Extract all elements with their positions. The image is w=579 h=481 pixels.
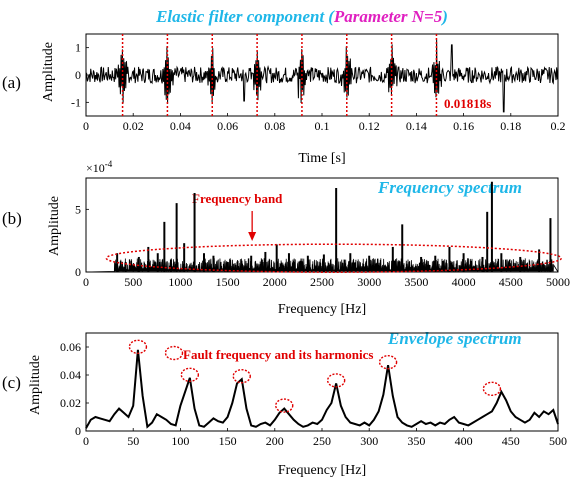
frequency-band-ellipse [105, 243, 563, 273]
b-spectrum-line [85, 258, 559, 273]
harmonic-marker [180, 367, 200, 382]
panel-c: (c) Amplitude Frequency [Hz] Envelope sp… [2, 329, 567, 478]
c-xtick-label: 50 [127, 434, 139, 448]
b-xtick-label: 2500 [310, 275, 334, 289]
a-xtick-label: 0.16 [453, 119, 474, 133]
harmonic-marker [232, 369, 251, 384]
a-ytick-label: 0 [75, 68, 81, 82]
a-xtick-label: 0.12 [359, 119, 380, 133]
b-ytick-label: 0 [75, 265, 81, 279]
panel-b: (b) Amplitude Frequency [Hz] Frequency s… [2, 159, 570, 317]
harmonic-marker [326, 373, 346, 388]
b-xtick-label: 4500 [499, 275, 523, 289]
c-xtick-label: 0 [83, 434, 89, 448]
panel-a-ylabel: Amplitude [41, 42, 56, 102]
frequency-band-annotation: Frequency band [192, 191, 283, 206]
legend-marker [164, 345, 184, 361]
c-xtick-label: 250 [313, 434, 331, 448]
b-xtick-label: 4000 [452, 275, 476, 289]
panel-a-plot: 0 0.02 0.04 0.06 0.08 0.1 0.12 0.14 0.16 0.18 0.2 -… [71, 33, 566, 133]
a-ytick-label: -1 [71, 95, 81, 109]
panel-b-xlabel: Frequency [Hz] [278, 302, 366, 317]
a-xtick-label: 0.06 [217, 119, 238, 133]
a-xtick-label: 0.02 [123, 119, 144, 133]
c-xtick-label: 150 [219, 434, 237, 448]
c-xtick-label: 300 [360, 434, 378, 448]
c-xtick-label: 100 [171, 434, 189, 448]
y-multiplier-exp: -4 [105, 159, 113, 169]
c-xtick-label: 350 [407, 434, 425, 448]
b-xtick-label: 1500 [216, 275, 240, 289]
envelope-line [85, 349, 559, 429]
b-xtick-label: 3000 [357, 275, 381, 289]
c-ytick-label: 0.04 [60, 368, 81, 382]
harmonic-marker [275, 398, 294, 413]
band-arrow-head [248, 232, 257, 241]
c-xtick-label: 500 [549, 434, 567, 448]
a-xtick-label: 0.18 [500, 119, 521, 133]
fault-frequency-annotation: Fault frequency and its harmonics [183, 347, 373, 362]
a-xtick-label: 0.1 [315, 119, 330, 133]
b-xtick-label: 1000 [168, 275, 192, 289]
panel-a: (a) Amplitude Time [s] Elastic filter co… [2, 7, 566, 166]
panel-a-title-close: ) [440, 7, 448, 26]
panel-a-title: Elastic filter component (Parameter N=5) [155, 7, 448, 26]
c-xtick-label: 200 [266, 434, 284, 448]
c-ytick-label: 0.02 [60, 396, 81, 410]
c-ytick-label: 0.06 [60, 340, 81, 354]
a-xtick-label: 0.08 [264, 119, 285, 133]
c-xtick-label: 400 [455, 434, 473, 448]
a-xtick-label: 0.04 [170, 119, 191, 133]
b-ytick-label: 5 [75, 202, 81, 216]
harmonic-marker [128, 339, 148, 354]
c-xtick-label: 450 [502, 434, 520, 448]
period-annotation: 0.01818s [444, 96, 491, 111]
c-ytick-label: 0 [75, 424, 81, 438]
panel-a-title-open: ( [328, 7, 335, 26]
a-xtick-label: 0 [83, 119, 89, 133]
panel-a-title-prefix: Elastic filter component [155, 7, 325, 26]
y-multiplier: ×10-4 [86, 159, 113, 175]
harmonic-marker [482, 381, 502, 396]
a-signal-line [85, 39, 559, 113]
panel-b-ylabel: Amplitude [47, 196, 62, 256]
b-xtick-label: 5000 [546, 275, 570, 289]
panel-c-label: (c) [2, 373, 21, 392]
panel-b-plot: 0 500 1000 1500 2000 2500 3000 3500 4000 4500 5000… [75, 177, 570, 289]
panel-c-ylabel: Amplitude [28, 355, 43, 415]
b-xtick-label: 500 [124, 275, 142, 289]
panel-b-label: (b) [2, 209, 22, 228]
a-xtick-label: 0.2 [551, 119, 566, 133]
panel-c-plot: 0 50 100 150 200 250 300 350 400 450 500 0 0.02 0.04 0… [60, 332, 567, 448]
panel-a-title-param: Parameter N=5 [333, 7, 443, 26]
b-xtick-label: 0 [83, 275, 89, 289]
panel-c-xlabel: Frequency [Hz] [278, 463, 366, 478]
a-ytick-label: 1 [75, 41, 81, 55]
b-xtick-label: 3500 [404, 275, 428, 289]
panel-b-title: Frequency spectrum [377, 178, 522, 197]
panel-a-xlabel: Time [s] [298, 151, 345, 166]
a-xtick-label: 0.14 [406, 119, 427, 133]
panel-a-label: (a) [2, 73, 21, 92]
panel-c-title: Envelope spectrum [387, 329, 522, 348]
b-xtick-label: 2000 [263, 275, 287, 289]
harmonic-marker [378, 355, 398, 370]
y-multiplier-base: ×10 [86, 161, 105, 175]
